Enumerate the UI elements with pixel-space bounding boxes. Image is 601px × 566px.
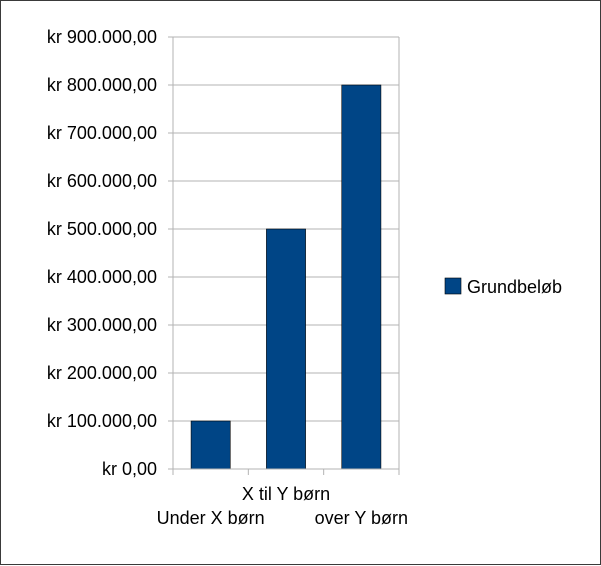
y-tick-label: kr 800.000,00	[47, 75, 157, 95]
y-tick-label: kr 500.000,00	[47, 219, 157, 239]
y-tick-label: kr 200.000,00	[47, 363, 157, 383]
y-tick-label: kr 400.000,00	[47, 267, 157, 287]
y-tick-label: kr 600.000,00	[47, 171, 157, 191]
axes	[168, 36, 400, 475]
bar-1	[190, 420, 231, 470]
y-tick-label: kr 0,00	[102, 459, 157, 479]
x-tick-label: over Y børn	[315, 508, 408, 528]
y-tick-label: kr 900.000,00	[47, 27, 157, 47]
x-tick-label: X til Y børn	[242, 484, 330, 504]
bars	[190, 84, 382, 470]
y-tick-label: kr 300.000,00	[47, 315, 157, 335]
y-tick-label: kr 100.000,00	[47, 411, 157, 431]
x-axis-tick-labels: Under X børn X til Y børn over Y børn	[157, 484, 408, 528]
x-tick-label: Under X børn	[157, 508, 265, 528]
legend-swatch	[444, 277, 462, 295]
legend: Grundbeløb	[444, 277, 562, 297]
bar-2	[266, 228, 306, 470]
bar-3	[341, 84, 382, 470]
y-tick-label: kr 700.000,00	[47, 123, 157, 143]
legend-label: Grundbeløb	[467, 277, 562, 297]
y-axis-tick-labels: kr 0,00 kr 100.000,00 kr 200.000,00 kr 300.…	[47, 27, 157, 479]
